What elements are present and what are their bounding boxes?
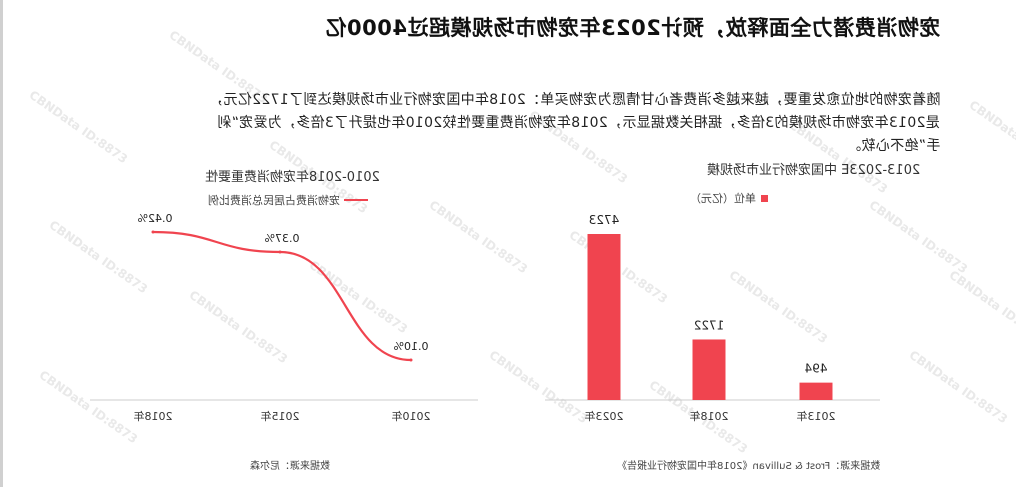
line-data-label-1: 0.10% [394, 340, 429, 353]
bar-x-tick-2: 2018年 [690, 409, 729, 423]
line-series-path [152, 230, 412, 362]
bar-legend-text: 单位（亿元） [690, 192, 756, 205]
line-chart-source-text: 数据来源：尼尔森 [250, 461, 330, 472]
bar-legend-swatch [761, 195, 768, 202]
line-data-label-2: 0.37% [265, 232, 300, 245]
bar-1 [799, 382, 833, 400]
bar-chart-source-text: 数据来源：Frost & Sullivan《2018年中国宠物行业报告》 [616, 461, 880, 472]
left-border-rule [0, 0, 3, 487]
line-chart: 0.10% 0.37% 0.42% 2010年 2015年 2018年 [90, 212, 478, 423]
bar-x-tick-1: 2013年 [797, 409, 836, 423]
bar-value-label-2: 1722 [694, 318, 725, 332]
bar-value-label-3: 4723 [589, 213, 620, 227]
line-point-3 [151, 230, 155, 234]
bar-legend-label: 单位（亿元） [690, 190, 756, 206]
bar-chart-legend: 单位（亿元） [680, 190, 810, 206]
line-x-tick-2: 2015年 [261, 409, 300, 423]
bar-value-label-1: 494 [805, 362, 828, 376]
bar-2 [692, 339, 726, 400]
line-x-tick-1: 2010年 [392, 409, 431, 423]
bar-chart-source: 数据来源：Frost & Sullivan《2018年中国宠物行业报告》 [570, 457, 880, 472]
line-legend-swatch [344, 199, 368, 201]
bar-chart-title: 2013-2023E 中国宠物行业市场规模 [630, 159, 920, 178]
line-point-1 [409, 358, 413, 362]
line-chart-legend: 宠物消费占居民总消费比例 [190, 192, 370, 208]
line-data-label-3: 0.42% [138, 212, 173, 225]
line-x-tick-3: 2018年 [134, 409, 173, 423]
line-point-2 [278, 250, 282, 254]
bar-chart-title-text: 2013-2023E 中国宠物行业市场规模 [706, 163, 920, 178]
bar-chart: 494 1722 4723 2013年 2018年 2023年 [545, 213, 880, 423]
bar-x-tick-3: 2023年 [585, 409, 624, 423]
bar-3 [587, 234, 621, 400]
line-chart-source: 数据来源：尼尔森 [150, 457, 330, 472]
